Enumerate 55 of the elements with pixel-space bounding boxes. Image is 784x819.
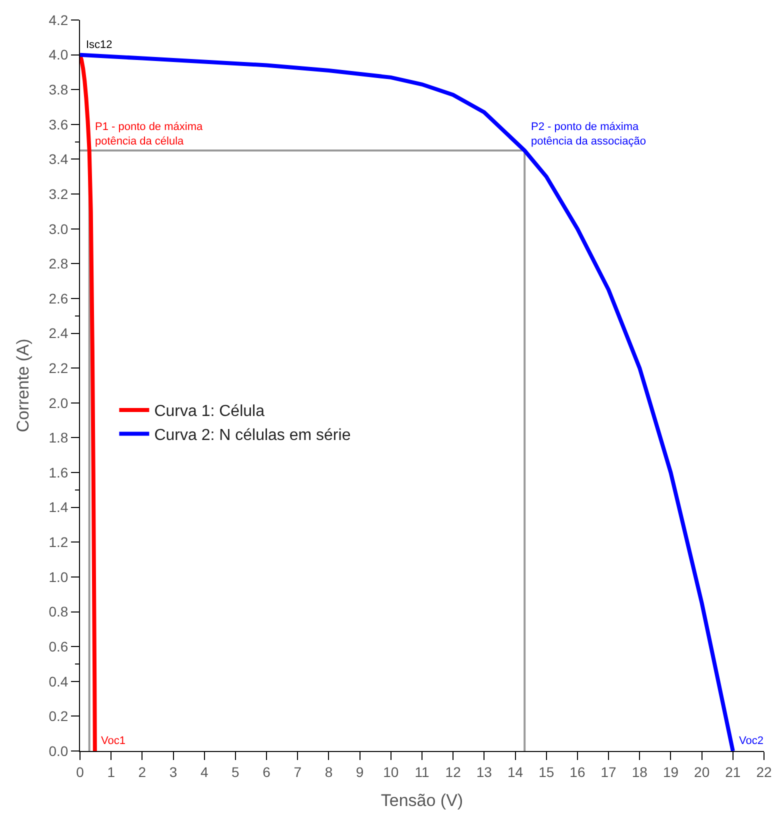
annotation: P2 - ponto de máxima potência da associação (531, 121, 646, 148)
x-tick-label: 8 (324, 764, 333, 780)
annotation: P1 - ponto de máxima potência da célula (95, 121, 204, 148)
annotation: Voc2 (739, 735, 764, 747)
x-tick-label: 20 (694, 764, 710, 780)
x-tick-label: 21 (725, 764, 741, 780)
y-tick-label: 4.2 (48, 12, 68, 28)
y-tick-label: 1.8 (48, 430, 68, 446)
x-tick-label: 5 (232, 764, 240, 780)
x-axis-title: Tensão (V) (380, 791, 464, 810)
annotation: Isc12 (86, 39, 112, 51)
y-tick-label: 2.6 (48, 290, 68, 306)
y-axis-title: Corrente (A) (13, 338, 32, 432)
y-tick-label: 0.6 (48, 638, 68, 654)
y-tick-label: 0.0 (48, 742, 68, 759)
line-series (80, 52, 735, 751)
x-tick-label: 12 (445, 764, 462, 780)
y-tick-label: 1.4 (48, 499, 68, 516)
x-tick-label: 17 (600, 764, 617, 780)
y-tick-label: 4.0 (48, 46, 68, 63)
y-tick-label: 2.2 (48, 360, 68, 376)
y-tick-label: 2.0 (48, 394, 68, 411)
y-tick-label: 0.8 (48, 604, 68, 620)
x-tick-label: 16 (570, 764, 586, 780)
y-tick-label: 2.4 (48, 325, 68, 342)
y-tick-label: 1.6 (48, 464, 68, 480)
y-tick-label: 3.2 (48, 186, 68, 202)
x-tick-label: 1 (107, 764, 116, 780)
x-tick-label: 13 (476, 764, 492, 780)
y-tick-label: 3.8 (48, 82, 68, 98)
y-tick-label: 2.8 (48, 256, 68, 272)
y-tick-label: 3.0 (48, 220, 68, 237)
x-tick-label: 10 (383, 764, 399, 780)
y-tick-label: 1.2 (48, 534, 68, 550)
y-tick-label: 0.2 (48, 708, 68, 724)
x-tick-label: 3 (169, 764, 178, 780)
legend-label: Curva 2: N células em série (154, 426, 351, 444)
x-tick-label: 7 (294, 764, 302, 780)
annotation: Voc1 (101, 735, 126, 747)
y-tick-label: 1.0 (48, 568, 68, 585)
x-tick-label: 19 (662, 764, 679, 780)
x-tick-label: 6 (262, 764, 271, 780)
x-tick-label: 2 (138, 764, 146, 780)
x-tick-label: 22 (756, 764, 772, 780)
x-tick-label: 11 (414, 764, 430, 780)
x-tick-label: 14 (507, 764, 524, 780)
x-tick-label: 9 (356, 764, 364, 780)
y-tick-label: 3.4 (48, 151, 68, 168)
y-tick-label: 0.4 (48, 673, 68, 690)
y-tick-label: 3.6 (48, 116, 68, 132)
x-tick-label: 15 (538, 764, 554, 780)
x-tick-label: 18 (632, 764, 648, 780)
legend-label: Curva 1: Célula (154, 403, 265, 420)
x-tick-label: 0 (76, 764, 84, 780)
x-tick-label: 4 (200, 764, 208, 780)
